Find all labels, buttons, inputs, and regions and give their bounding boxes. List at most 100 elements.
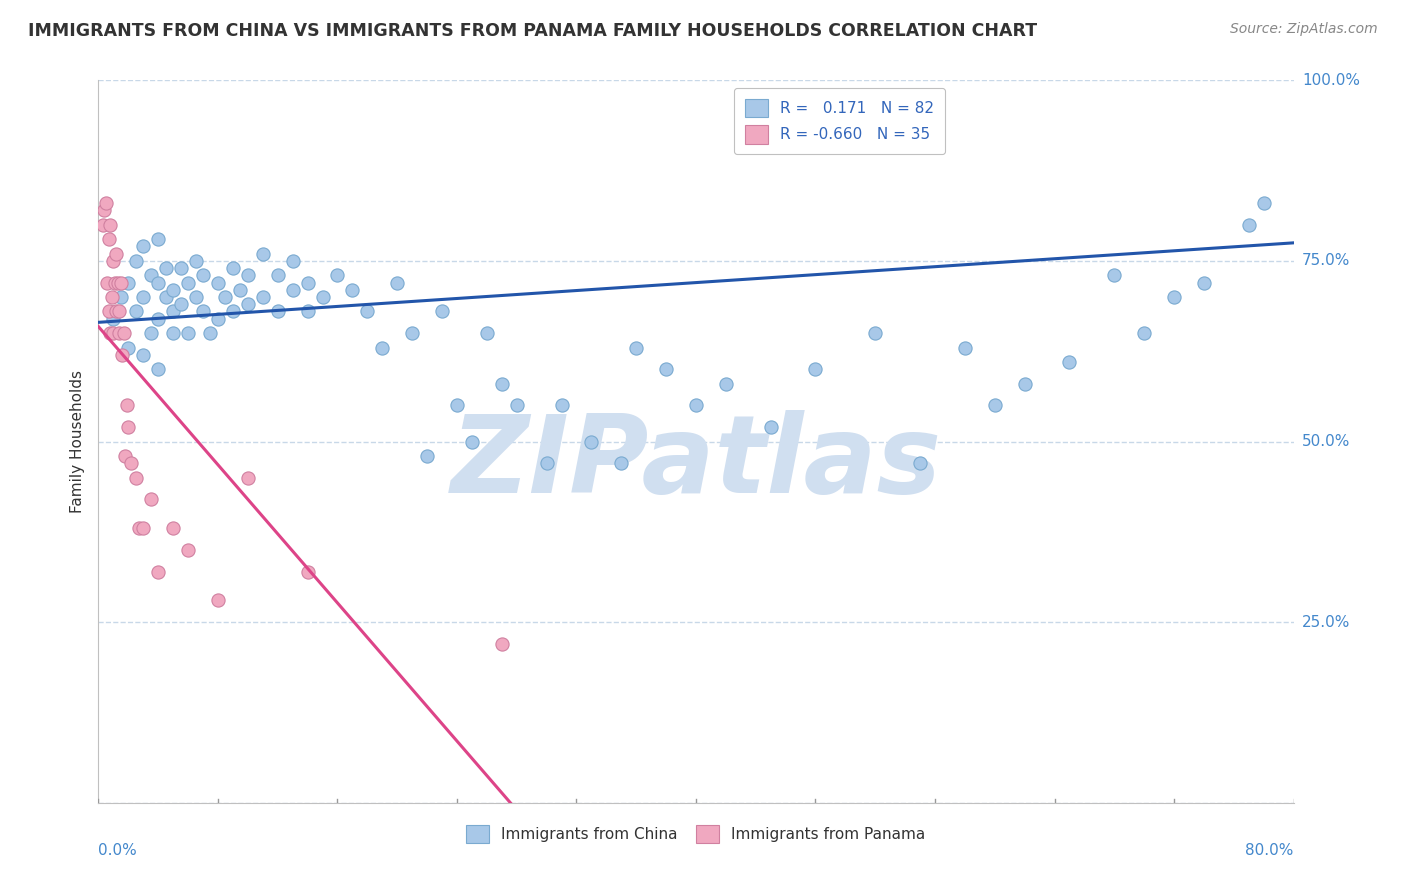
Point: [105, 246, 128, 260]
Point: [177, 326, 200, 340]
Point: [865, 326, 887, 340]
Point: [104, 276, 127, 290]
Point: [401, 326, 423, 340]
Point: [117, 276, 139, 290]
Point: [281, 253, 304, 268]
Point: [97, 304, 120, 318]
Point: [297, 276, 319, 290]
Point: [112, 326, 135, 340]
Text: 80.0%: 80.0%: [1246, 843, 1294, 857]
Point: [191, 268, 214, 283]
Point: [169, 297, 191, 311]
Point: [177, 542, 200, 557]
Point: [1133, 326, 1156, 340]
Y-axis label: Family Households: Family Households: [70, 370, 86, 513]
Point: [222, 261, 245, 276]
Point: [252, 290, 274, 304]
Point: [103, 311, 125, 326]
Point: [105, 304, 128, 318]
Text: 25.0%: 25.0%: [1302, 615, 1350, 630]
Point: [214, 290, 236, 304]
Point: [342, 283, 364, 297]
Point: [125, 470, 148, 484]
Text: 0.0%: 0.0%: [98, 843, 138, 857]
Point: [297, 304, 319, 318]
Point: [128, 521, 150, 535]
Text: 100.0%: 100.0%: [1302, 73, 1360, 87]
Point: [236, 470, 259, 484]
Point: [117, 341, 139, 355]
Point: [162, 304, 184, 318]
Point: [139, 492, 162, 507]
Point: [1059, 355, 1081, 369]
Point: [1104, 268, 1126, 283]
Point: [236, 268, 259, 283]
Point: [184, 290, 207, 304]
Point: [184, 253, 207, 268]
Point: [311, 290, 333, 304]
Point: [385, 276, 409, 290]
Point: [416, 449, 439, 463]
Text: 50.0%: 50.0%: [1302, 434, 1350, 449]
Legend: Immigrants from China, Immigrants from Panama: Immigrants from China, Immigrants from P…: [460, 819, 932, 849]
Point: [207, 276, 229, 290]
Point: [207, 593, 229, 607]
Point: [98, 326, 122, 340]
Point: [222, 304, 245, 318]
Point: [108, 326, 131, 340]
Point: [804, 362, 827, 376]
Point: [148, 232, 170, 246]
Point: [108, 304, 131, 318]
Point: [207, 311, 229, 326]
Point: [356, 304, 378, 318]
Point: [1267, 59, 1289, 73]
Point: [281, 283, 304, 297]
Point: [267, 304, 290, 318]
Point: [446, 398, 468, 412]
Point: [148, 276, 170, 290]
Point: [162, 283, 184, 297]
Point: [110, 276, 132, 290]
Point: [110, 290, 132, 304]
Point: [297, 565, 319, 579]
Point: [96, 276, 118, 290]
Point: [191, 304, 214, 318]
Point: [759, 420, 782, 434]
Point: [125, 304, 148, 318]
Point: [107, 276, 129, 290]
Text: ZIPatlas: ZIPatlas: [450, 410, 942, 516]
Point: [491, 376, 513, 391]
Point: [177, 276, 200, 290]
Point: [236, 297, 259, 311]
Point: [94, 196, 117, 211]
Point: [1014, 376, 1036, 391]
Point: [148, 362, 170, 376]
Point: [984, 398, 1007, 412]
Point: [155, 261, 177, 276]
Point: [1163, 290, 1185, 304]
Point: [371, 341, 394, 355]
Point: [491, 637, 513, 651]
Point: [1253, 196, 1275, 211]
Point: [125, 253, 148, 268]
Point: [111, 348, 134, 362]
Point: [475, 326, 498, 340]
Point: [169, 261, 191, 276]
Point: [953, 341, 976, 355]
Point: [103, 253, 125, 268]
Point: [91, 218, 114, 232]
Point: [908, 456, 931, 470]
Point: [229, 283, 252, 297]
Point: [155, 290, 177, 304]
Point: [132, 521, 155, 535]
Point: [714, 376, 737, 391]
Point: [162, 326, 184, 340]
Point: [117, 420, 139, 434]
Point: [550, 398, 572, 412]
Text: 75.0%: 75.0%: [1302, 253, 1350, 268]
Point: [581, 434, 603, 449]
Point: [506, 398, 529, 412]
Point: [252, 246, 274, 260]
Point: [101, 290, 124, 304]
Point: [267, 268, 290, 283]
